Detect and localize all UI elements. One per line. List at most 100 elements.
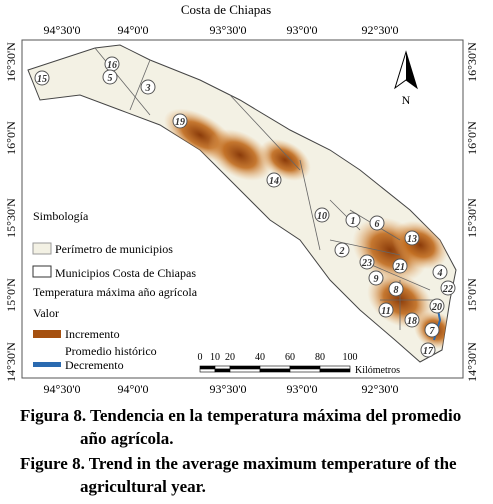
- municipio-marker: [314, 207, 330, 223]
- legend-label: Valor: [33, 306, 59, 320]
- legend-label: Temperatura máxima año agrícola: [33, 285, 198, 299]
- municipio-marker: [102, 69, 118, 85]
- lon-label: 93°30'0: [210, 23, 247, 37]
- legend-label: Incremento: [65, 327, 120, 341]
- lat-label: 16°0'N: [465, 121, 479, 155]
- scale-label: 0: [198, 352, 203, 363]
- caption: Figura 8. Tendencia en la temperatura má…: [20, 406, 461, 425]
- lat-label: 15°30'N: [465, 198, 479, 238]
- lat-label: 16°30'N: [4, 42, 18, 82]
- lon-label: 94°30'0: [44, 23, 81, 37]
- legend-swatch: [33, 362, 61, 367]
- lat-label: 16°30'N: [465, 42, 479, 82]
- municipio-marker: [172, 113, 188, 129]
- municipio-label: 18: [407, 316, 417, 327]
- map-title: Costa de Chiapas: [181, 2, 271, 17]
- increment-blob: [259, 139, 311, 181]
- lat-label: 15°0'N: [465, 278, 479, 312]
- scale-segment: [259, 365, 291, 370]
- lat-label: 15°0'N: [4, 278, 18, 312]
- scale-segment: [199, 368, 216, 373]
- municipio-marker: [429, 298, 445, 314]
- scale-segment: [259, 368, 291, 373]
- municipio-marker: [424, 322, 440, 338]
- municipio-marker: [266, 172, 282, 188]
- lon-label: 92°30'0: [362, 382, 399, 396]
- municipio-label: 23: [361, 258, 372, 269]
- lon-label: 92°30'0: [362, 23, 399, 37]
- legend-swatch: [32, 265, 52, 278]
- municipio-label: 7: [430, 326, 436, 337]
- municipio-border: [229, 94, 301, 171]
- increment-blob: [207, 129, 273, 181]
- municipio-marker: [378, 302, 394, 318]
- municipio-label: 1: [351, 216, 356, 227]
- municipio-label: 14: [269, 176, 279, 187]
- scale-label: 60: [285, 352, 295, 363]
- municipio-border: [94, 47, 151, 116]
- lon-label: 93°30'0: [210, 382, 247, 396]
- municipio-marker: [388, 281, 404, 297]
- scale-label: 10: [210, 352, 220, 363]
- scale-segment: [289, 365, 321, 370]
- north-label: N: [402, 93, 411, 107]
- municipio-label: 2: [339, 246, 345, 257]
- municipio-border: [329, 239, 401, 256]
- municipio-label: 20: [431, 302, 442, 313]
- scale-label: 100: [343, 352, 358, 363]
- scale-label: 80: [315, 352, 325, 363]
- municipio-marker: [368, 270, 384, 286]
- scale-segment: [199, 365, 216, 370]
- municipio-marker: [392, 258, 408, 274]
- municipio-marker: [140, 79, 156, 95]
- municipio-label: 22: [442, 284, 453, 295]
- municipio-label: 8: [394, 285, 399, 296]
- municipio-label: 4: [437, 268, 443, 279]
- municipio-marker: [404, 230, 420, 246]
- scale-segment: [214, 368, 231, 373]
- municipio-label: 11: [381, 306, 390, 317]
- municipio-border: [129, 59, 151, 111]
- municipio-label: 10: [317, 211, 327, 222]
- scale-unit: Kilómetros: [355, 365, 400, 376]
- north-arrow-half: [406, 52, 417, 88]
- municipio-marker: [359, 254, 375, 270]
- caption: agricultural year.: [80, 477, 206, 496]
- municipio-label: 19: [175, 117, 185, 128]
- legend-label: Municipios Costa de Chiapas: [55, 266, 196, 280]
- lon-label: 93°0'0: [287, 382, 318, 396]
- municipio-label: 17: [423, 346, 434, 357]
- lon-label: 94°0'0: [118, 23, 149, 37]
- legend-swatch: [32, 242, 52, 255]
- legend-label: Perímetro de municipios: [55, 242, 173, 256]
- scale-segment: [319, 365, 351, 370]
- municipio-border: [299, 159, 321, 251]
- municipio-marker: [34, 70, 50, 86]
- municipio-marker: [420, 342, 436, 358]
- municipio-label: 5: [108, 73, 113, 84]
- lat-label: 14°30'N: [465, 342, 479, 382]
- scale-label: 40: [255, 352, 265, 363]
- scale-segment: [289, 368, 321, 373]
- municipio-label: 21: [394, 262, 405, 273]
- legend-title: Simbología: [33, 209, 89, 223]
- scale-segment: [229, 368, 261, 373]
- municipio-marker: [432, 264, 448, 280]
- scale-label: 20: [225, 352, 235, 363]
- municipio-label: 3: [145, 83, 151, 94]
- municipio-marker: [334, 242, 350, 258]
- legend-label: Decremento: [65, 358, 124, 372]
- municipio-marker: [369, 215, 385, 231]
- municipio-label: 16: [107, 60, 117, 71]
- lon-label: 94°0'0: [118, 382, 149, 396]
- lon-label: 94°30'0: [44, 382, 81, 396]
- scale-segment: [229, 365, 261, 370]
- legend-label: Promedio histórico: [65, 344, 157, 358]
- legend-swatch: [33, 330, 61, 338]
- lat-label: 14°30'N: [4, 342, 18, 382]
- municipio-label: 13: [407, 234, 417, 245]
- lat-label: 15°30'N: [4, 198, 18, 238]
- municipio-marker: [345, 212, 361, 228]
- municipio-label: 15: [37, 74, 47, 85]
